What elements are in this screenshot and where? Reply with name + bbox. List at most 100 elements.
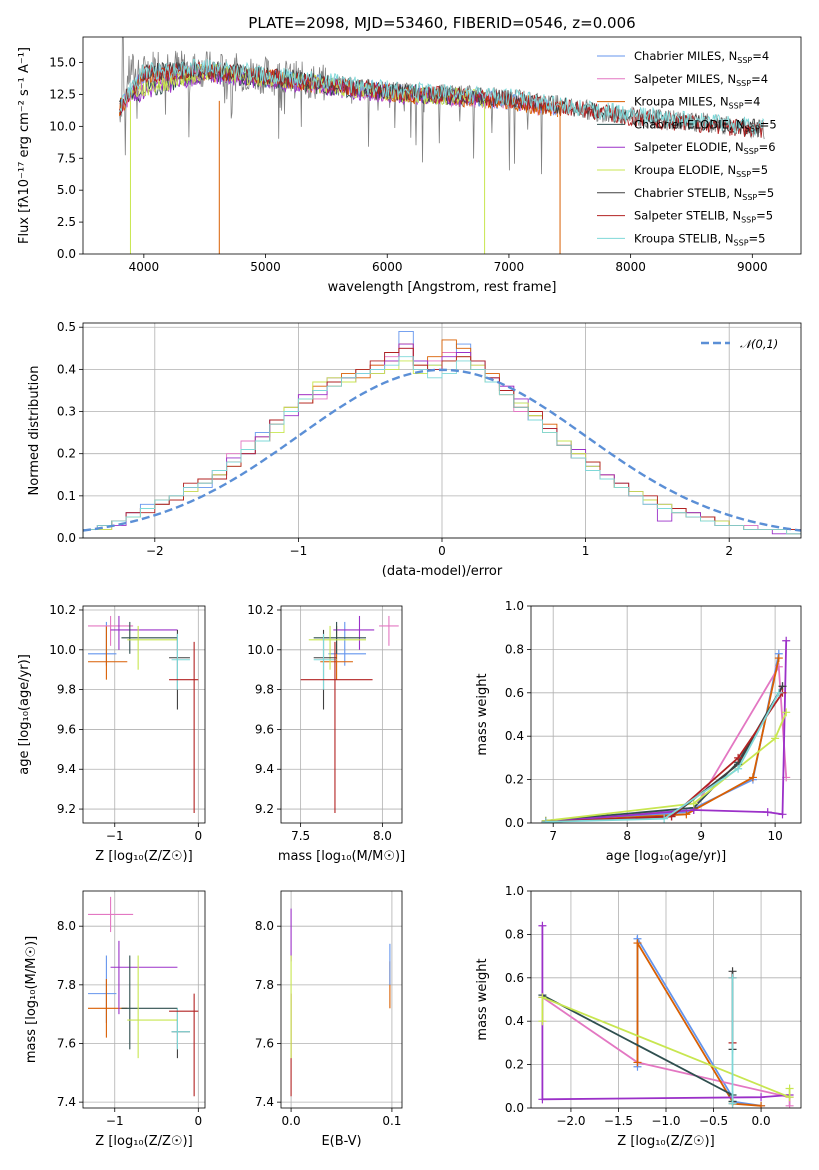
- weight-point-marker: [538, 1017, 547, 1026]
- weight-point-marker: [633, 939, 642, 948]
- legend-label: Kroupa MILES, NSSP=4: [634, 95, 760, 111]
- x-tick-label: 0.0: [752, 1114, 771, 1128]
- legend-label: Chabrier MILES, NSSP=4: [634, 49, 769, 65]
- x-tick-label: −1.5: [604, 1114, 633, 1128]
- y-tick-label: 1.0: [505, 884, 524, 898]
- axes-frame: [82, 36, 802, 255]
- weight-point-marker: [774, 688, 783, 697]
- weight-line: [636, 939, 762, 1107]
- legend-ssp-subscript: SSP: [744, 147, 759, 156]
- x-tick-label: −1: [106, 829, 124, 843]
- weight-point-marker: [748, 773, 757, 782]
- legend-ssp-count: =5: [756, 209, 773, 223]
- weight-point-marker: [757, 1093, 766, 1102]
- x-tick-label: 0.1: [382, 1114, 401, 1128]
- x-tick-label: −2: [146, 544, 164, 558]
- mass-weight-vs-metallicity-panel: −2.0 −1.5 −1.0 −0.5 0.0 0.0 0.2 0.4 0.6 0.8 1.0 Z […: [475, 884, 802, 1149]
- weight-point-marker: [774, 654, 783, 663]
- x-tick-label: −0.5: [699, 1114, 728, 1128]
- x-tick-label: 8000: [615, 260, 646, 274]
- y-tick-label: 15.0: [49, 56, 76, 70]
- y-tick-label: 9.4: [255, 762, 274, 776]
- axes-frame: [280, 890, 403, 1109]
- age-vs-mass-panel: 7.5 8.0 9.2 9.4 9.6 9.8 10.0 10.2 mass [log₁₀(M/…: [247, 603, 405, 864]
- y-tick-label: 9.2: [255, 802, 274, 816]
- x-tick-label: 9000: [737, 260, 768, 274]
- y-tick-label: 0.3: [57, 405, 76, 419]
- weight-line: [545, 692, 780, 823]
- y-tick-label: 7.6: [255, 1036, 274, 1050]
- y-tick-label: 0.1: [57, 489, 76, 503]
- y-tick-label: 10.0: [49, 643, 76, 657]
- legend-ssp-subscript: SSP: [734, 238, 749, 247]
- x-tick-label: 7.5: [291, 829, 310, 843]
- y-tick-label: 0.4: [57, 362, 76, 376]
- legend-ssp-subscript: SSP: [736, 79, 751, 88]
- y-tick-label: 0.8: [505, 642, 524, 656]
- weight-point-marker: [538, 1095, 547, 1104]
- weight-point-marker: [785, 1084, 794, 1093]
- weight-point-marker: [682, 810, 691, 819]
- y-tick-label: 7.4: [255, 1095, 274, 1109]
- legend: Chabrier MILES, NSSP=4 Salpeter MILES, NS…: [597, 49, 777, 247]
- x-axis-label: mass [log₁₀(M/M☉)]: [278, 849, 405, 864]
- x-tick-label: 0.0: [282, 1114, 301, 1128]
- y-tick-label: 7.8: [255, 978, 274, 992]
- weight-point-marker: [778, 810, 787, 819]
- x-tick-label: 4000: [129, 260, 160, 274]
- x-axis-label: Z [log₁₀(Z/Z☉)]: [95, 1134, 192, 1149]
- x-tick-label: 1: [582, 544, 590, 558]
- y-tick-label: 9.6: [57, 722, 76, 736]
- y-tick-label: 0.6: [505, 971, 524, 985]
- x-tick-label: −2.0: [556, 1114, 585, 1128]
- y-tick-label: 8.0: [57, 919, 76, 933]
- plot-area: [119, 37, 765, 254]
- legend-label: Chabrier STELIB, NSSP=5: [634, 186, 774, 202]
- y-tick-label: 0.0: [505, 1101, 524, 1115]
- x-tick-label: 6000: [372, 260, 403, 274]
- x-tick-label: 7000: [494, 260, 525, 274]
- y-tick-label: 7.4: [57, 1095, 76, 1109]
- weight-line: [545, 640, 788, 823]
- legend-ssp-count: =5: [760, 117, 777, 131]
- plot-area: [538, 921, 794, 1108]
- weight-line: [545, 685, 784, 823]
- weight-point-marker: [785, 1093, 794, 1102]
- axes-frame: [82, 605, 206, 824]
- y-tick-label: 0.5: [57, 320, 76, 334]
- legend-label: Salpeter STELIB, NSSP=5: [634, 209, 773, 225]
- weight-point-marker: [538, 921, 547, 930]
- legend-ssp-count: =6: [759, 140, 776, 154]
- legend-label: Kroupa ELODIE, NSSP=5: [634, 163, 768, 179]
- x-tick-label: 0: [194, 829, 202, 843]
- histogram-step-line: [83, 356, 801, 538]
- y-tick-label: 2.5: [57, 215, 76, 229]
- weight-point-marker: [633, 1058, 642, 1067]
- axes-frame: [530, 605, 802, 824]
- legend-ssp-count: =4: [752, 49, 769, 63]
- weight-point-marker: [734, 764, 743, 773]
- y-tick-label: 9.8: [57, 683, 76, 697]
- y-axis-label: mass weight: [475, 673, 490, 755]
- x-tick-label: 8.0: [373, 829, 392, 843]
- x-tick-label: 9: [697, 829, 705, 843]
- axes-frame: [82, 322, 802, 539]
- axes-frame: [280, 605, 403, 824]
- x-axis-label: age [log₁₀(age/yr)]: [606, 849, 727, 864]
- y-axis-label: age [log₁₀(age/yr)]: [17, 654, 32, 775]
- legend-ssp-subscript: SSP: [736, 170, 751, 179]
- legend-ssp-count: =5: [749, 231, 766, 245]
- x-tick-label: 10: [767, 829, 782, 843]
- y-axis-label: Normed distribution: [27, 366, 42, 496]
- weight-point-marker: [538, 993, 547, 1002]
- x-axis-label: (data-model)/error: [382, 564, 503, 579]
- legend-label: Salpeter MILES, NSSP=4: [634, 72, 768, 88]
- legend-ssp-count: =5: [751, 163, 768, 177]
- x-tick-label: −1.0: [651, 1114, 680, 1128]
- weight-point-marker: [734, 753, 743, 762]
- y-tick-label: 0.0: [505, 816, 524, 830]
- x-axis-label: Z [log₁₀(Z/Z☉)]: [617, 1134, 714, 1149]
- spectrum-panel: 4000 5000 6000 7000 8000 9000 0.0 2.5 5.0 7.5 10.0…: [17, 36, 802, 295]
- x-tick-label: 0: [438, 544, 446, 558]
